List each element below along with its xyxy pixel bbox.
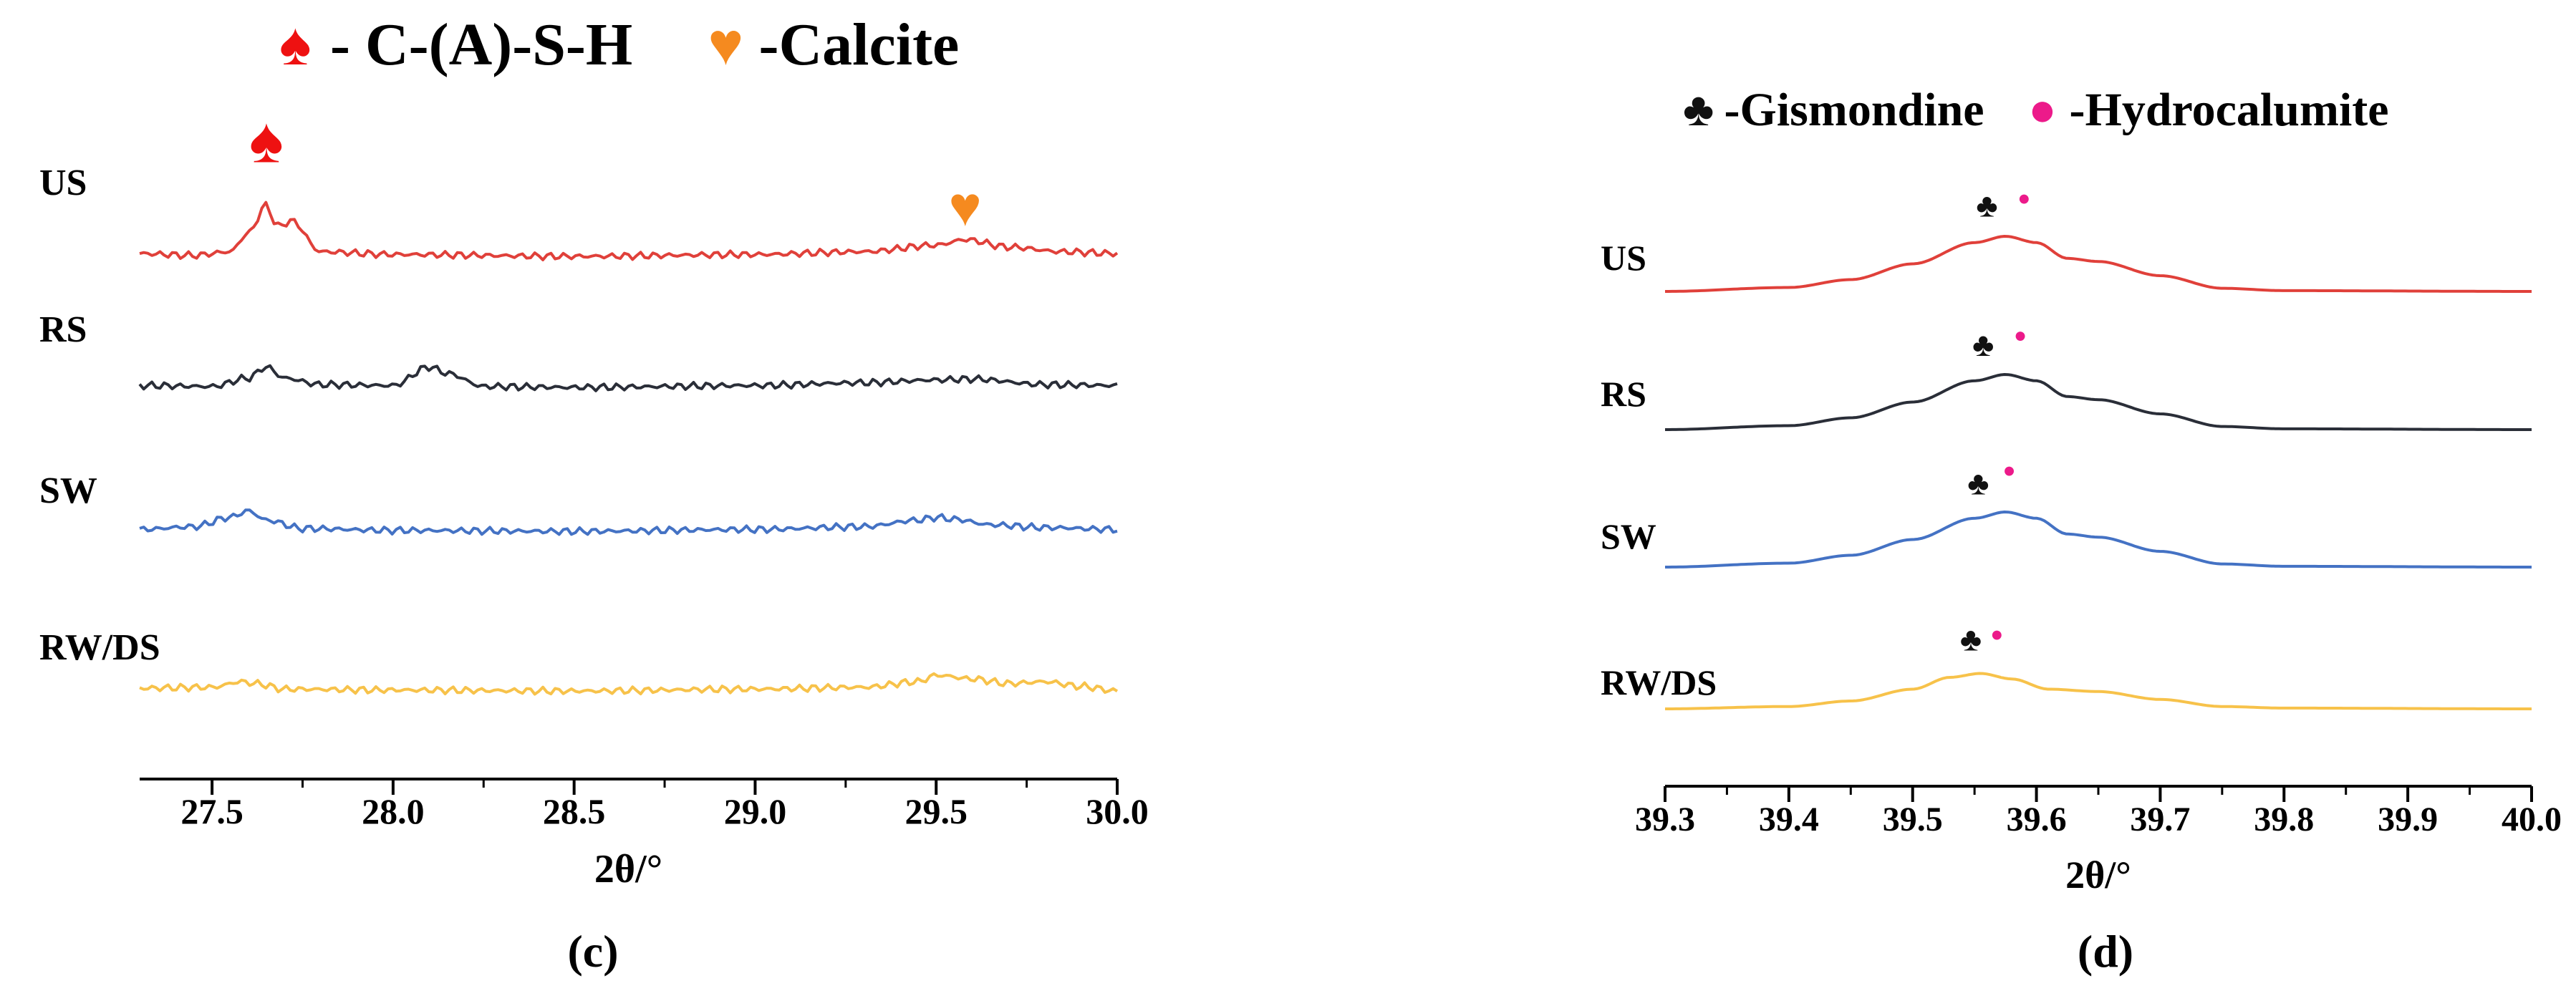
panel-c-series-label: RS: [39, 309, 87, 350]
panel-c-tick-label: 29.0: [724, 791, 787, 831]
panel-d-tick-label: 39.3: [1635, 801, 1695, 838]
panel-d-tick-label: 40.0: [2502, 801, 2562, 838]
panel-c-series-line-rw-ds: [139, 672, 1119, 696]
panel-d-series-label: SW: [1601, 516, 1656, 556]
panel-c-marker-spade-icon: ♠: [249, 106, 284, 177]
panel-c-marker-heart-icon: ♥: [949, 175, 982, 238]
panel-d-series-line-us: [1665, 235, 2532, 293]
panel-d-marker-dot-icon: ●: [2014, 324, 2027, 347]
panel-c-legend-heart-icon: ♥: [708, 11, 743, 78]
panel-c-series-line-rs: [138, 364, 1118, 392]
panel-d-legend-label: -Gismondine: [1724, 84, 1984, 136]
panel-d-tick-label: 39.6: [2007, 801, 2067, 838]
panel-c-tick-label: 30.0: [1086, 791, 1149, 831]
panel-d-tick-label: 39.5: [1883, 801, 1943, 838]
panel-d-legend-dot-icon: ●: [2028, 84, 2057, 136]
panel-c-tick-label: 29.5: [905, 791, 968, 831]
panel-d-marker-club-icon: ♣: [1976, 188, 1997, 224]
panel-c-legend-label: -Calcite: [758, 11, 959, 78]
panel-c-tick-label: 27.5: [180, 791, 243, 831]
panel-d-panel-label: (d): [2078, 926, 2133, 977]
panel-d-marker-dot-icon: ●: [2017, 187, 2030, 211]
panel-d-series-label: RW/DS: [1601, 662, 1717, 702]
panel-d-series-label: US: [1601, 238, 1646, 278]
panel-d-marker-dot-icon: ●: [2002, 458, 2015, 482]
panel-d-series-label: RS: [1601, 374, 1646, 414]
panel-c-legend-label: - C-(A)-S-H: [330, 11, 632, 78]
panel-d-series-line-sw: [1665, 511, 2532, 569]
panel-d-tick-label: 39.8: [2254, 801, 2314, 838]
panel-c-series-line-us: [139, 200, 1119, 261]
panel-d-marker-club-icon: ♣: [1960, 622, 1982, 658]
panel-d-legend-club-icon: ♣: [1683, 84, 1714, 136]
panel-d-marker-club-icon: ♣: [1967, 465, 1989, 501]
panel-c-tick-label: 28.0: [362, 791, 425, 831]
panel-c-series-line-sw: [139, 508, 1118, 536]
panel-c-tick-label: 28.5: [543, 791, 606, 831]
panel-c-x-label: 2θ/°: [594, 847, 662, 891]
panel-c-legend-spade-icon: ♠: [279, 11, 312, 78]
panel-d-tick-label: 39.7: [2130, 801, 2190, 838]
panel-d-tick-label: 39.9: [2378, 801, 2438, 838]
panel-d-marker-dot-icon: ●: [1990, 623, 2003, 647]
panel-c-panel-label: (c): [567, 926, 618, 977]
panel-d-x-label: 2θ/°: [2065, 854, 2131, 896]
panel-d-series-line-rw-ds: [1665, 672, 2532, 710]
panel-d-tick-label: 39.4: [1759, 801, 1819, 838]
panel-d-marker-club-icon: ♣: [1972, 327, 1994, 363]
panel-d-legend-label: -Hydrocalumite: [2070, 84, 2389, 136]
panel-c-series-label: US: [39, 163, 87, 203]
panel-c-series-label: SW: [39, 470, 97, 511]
panel-d-series-line-rs: [1665, 373, 2532, 431]
panel-c-series-label: RW/DS: [39, 627, 160, 668]
